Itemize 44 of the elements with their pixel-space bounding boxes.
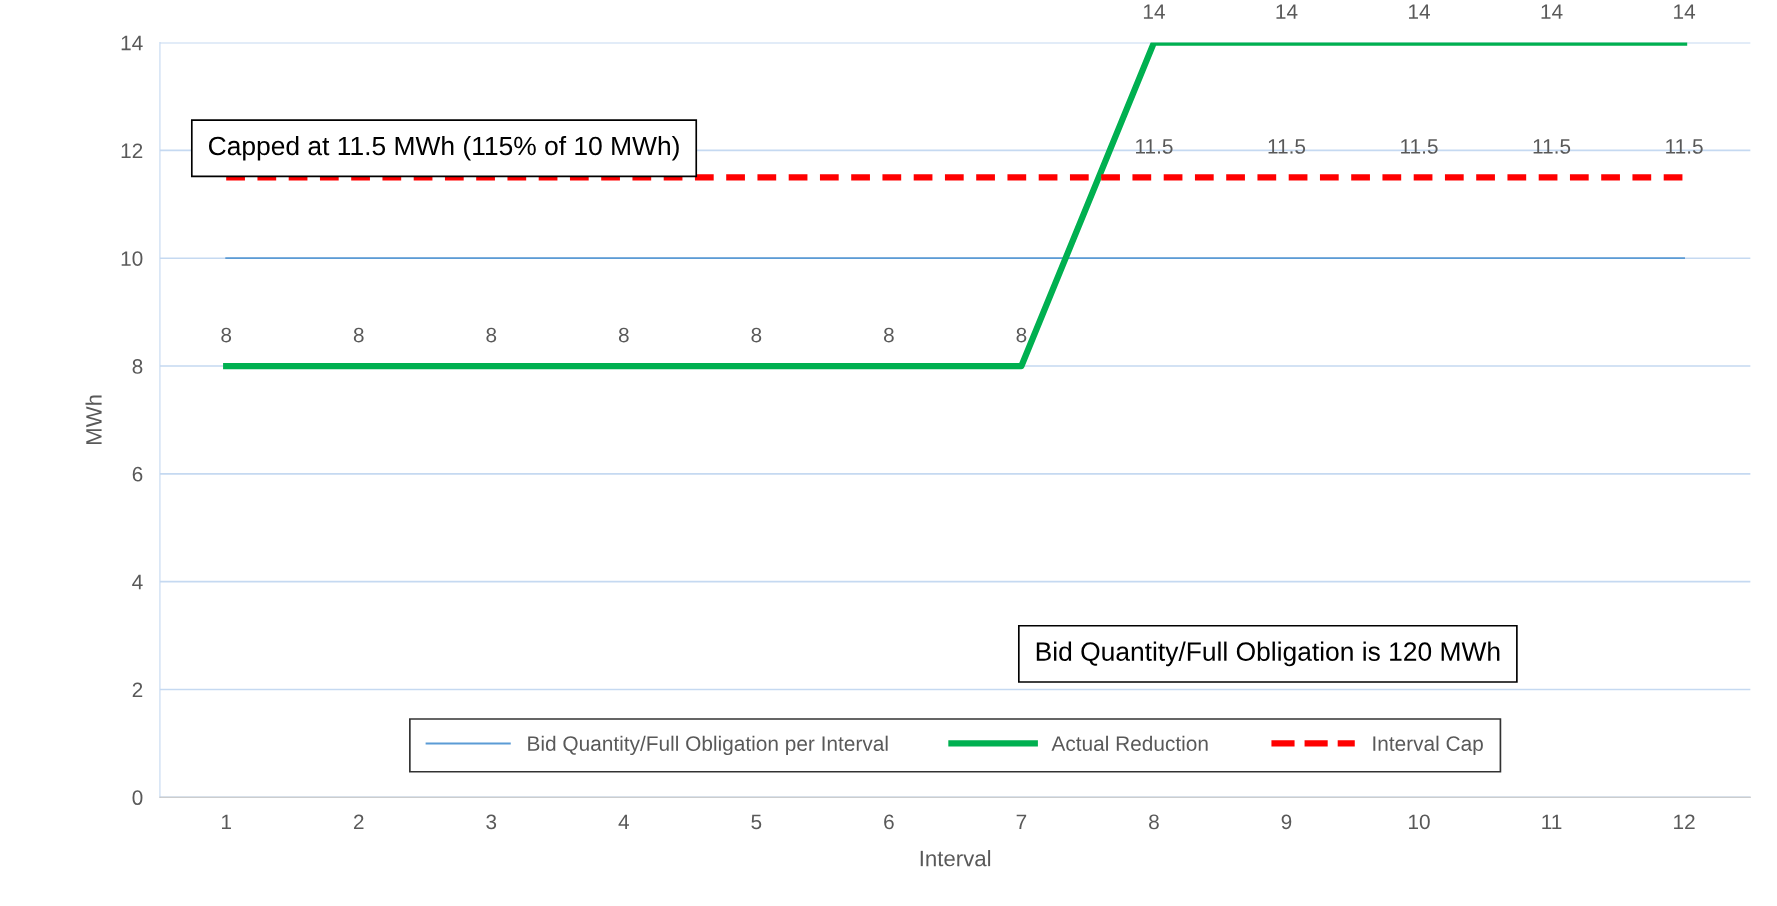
- x-tick-label: 9: [1281, 814, 1292, 830]
- y-tick-label: 12: [121, 143, 143, 158]
- x-tick-label: 12: [1674, 814, 1695, 830]
- data-label: 11.5: [1666, 139, 1703, 154]
- data-label: 11.5: [1401, 139, 1438, 154]
- y-tick-label: 8: [132, 359, 143, 374]
- y-tick-label: 14: [121, 35, 143, 51]
- x-tick-label: 11: [1542, 814, 1562, 830]
- annotation: Bid Quantity/Full Obligation is 120 MWh: [1036, 641, 1500, 667]
- data-label: 11.5: [1136, 139, 1173, 154]
- data-label: 8: [221, 327, 232, 343]
- data-label: 8: [751, 327, 762, 343]
- data-label: 8: [486, 327, 497, 343]
- data-label: 14: [1541, 4, 1563, 19]
- x-tick-label: 2: [353, 814, 364, 830]
- x-tick-label: 1: [221, 814, 231, 830]
- x-axis-title: Interval: [920, 850, 991, 867]
- data-label: 14: [1674, 4, 1696, 19]
- x-tick-label: 3: [486, 814, 497, 830]
- legend-label: Actual Reduction: [1051, 735, 1208, 751]
- annotation: Capped at 11.5 MWh (115% of 10 MWh): [208, 135, 679, 161]
- data-label: 14: [1276, 4, 1298, 19]
- x-tick-label: 6: [884, 814, 894, 830]
- y-tick-label: 2: [132, 682, 143, 698]
- x-tick-label: 4: [618, 814, 629, 830]
- y-tick-label: 0: [132, 790, 143, 806]
- data-label: 11.5: [1268, 139, 1306, 154]
- legend-label: Bid Quantity/Full Obligation per Interval: [528, 735, 888, 756]
- data-label: 8: [883, 327, 894, 343]
- x-tick-label: 8: [1149, 814, 1159, 830]
- y-axis-title: MWh: [85, 395, 102, 445]
- legend-label: Interval Cap: [1373, 735, 1483, 756]
- x-tick-label: 7: [1016, 814, 1027, 830]
- data-label: 8: [353, 327, 364, 343]
- x-tick-label: 10: [1409, 814, 1430, 830]
- y-tick-label: 6: [132, 466, 143, 482]
- data-label: 14: [1143, 4, 1165, 19]
- x-tick-label: 5: [751, 814, 762, 830]
- data-label: 11.5: [1533, 139, 1571, 154]
- y-tick-label: 4: [132, 574, 143, 590]
- data-label: 8: [1016, 327, 1027, 343]
- y-tick-label: 10: [121, 251, 143, 266]
- data-label: 14: [1409, 4, 1430, 19]
- data-label: 8: [618, 327, 629, 343]
